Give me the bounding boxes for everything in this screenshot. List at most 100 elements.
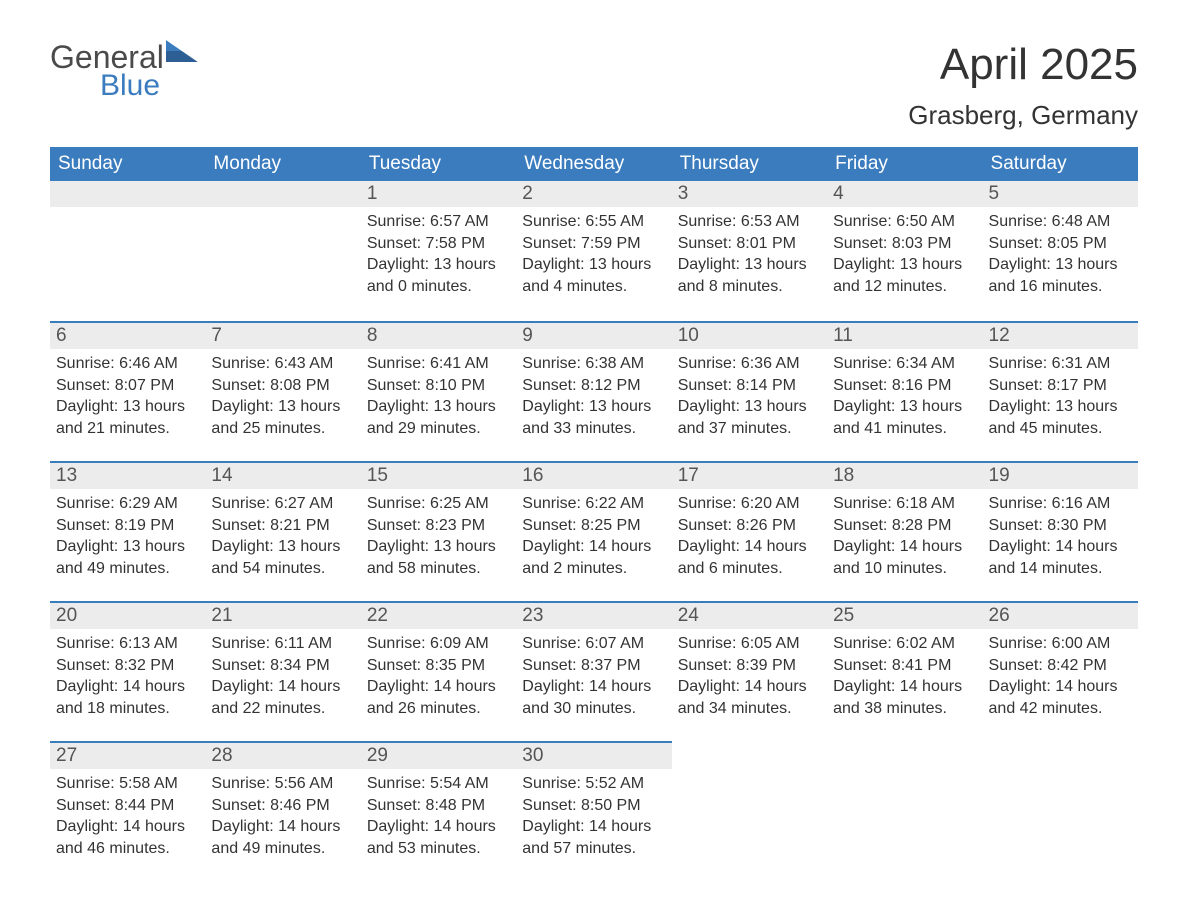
day-details: Sunrise: 5:52 AMSunset: 8:50 PMDaylight:… bbox=[516, 769, 671, 869]
daylight-text: and 41 minutes. bbox=[833, 418, 976, 440]
daylight-text: Daylight: 13 hours bbox=[522, 254, 665, 276]
daylight-text: Daylight: 13 hours bbox=[678, 254, 821, 276]
day-number: 22 bbox=[361, 601, 516, 629]
daylight-text: Daylight: 14 hours bbox=[522, 816, 665, 838]
sunrise-text: Sunrise: 6:29 AM bbox=[56, 493, 199, 515]
daylight-text: and 12 minutes. bbox=[833, 276, 976, 298]
weekday-header: Friday bbox=[827, 147, 982, 181]
sunrise-text: Sunrise: 6:13 AM bbox=[56, 633, 199, 655]
sunrise-text: Sunrise: 6:22 AM bbox=[522, 493, 665, 515]
sunrise-text: Sunrise: 6:55 AM bbox=[522, 211, 665, 233]
sunrise-text: Sunrise: 6:36 AM bbox=[678, 353, 821, 375]
sunset-text: Sunset: 8:48 PM bbox=[367, 795, 510, 817]
sunrise-text: Sunrise: 6:05 AM bbox=[678, 633, 821, 655]
daylight-text: Daylight: 13 hours bbox=[211, 396, 354, 418]
sunrise-text: Sunrise: 5:54 AM bbox=[367, 773, 510, 795]
sunset-text: Sunset: 8:19 PM bbox=[56, 515, 199, 537]
daylight-text: and 58 minutes. bbox=[367, 558, 510, 580]
daylight-text: and 49 minutes. bbox=[56, 558, 199, 580]
sunrise-text: Sunrise: 6:07 AM bbox=[522, 633, 665, 655]
day-number: 18 bbox=[827, 461, 982, 489]
sunset-text: Sunset: 8:23 PM bbox=[367, 515, 510, 537]
day-details: Sunrise: 5:58 AMSunset: 8:44 PMDaylight:… bbox=[50, 769, 205, 869]
sunset-text: Sunset: 8:41 PM bbox=[833, 655, 976, 677]
sunset-text: Sunset: 8:50 PM bbox=[522, 795, 665, 817]
day-number: 28 bbox=[205, 741, 360, 769]
day-details: Sunrise: 5:54 AMSunset: 8:48 PMDaylight:… bbox=[361, 769, 516, 869]
day-number: 27 bbox=[50, 741, 205, 769]
calendar-day-cell: 11Sunrise: 6:34 AMSunset: 8:16 PMDayligh… bbox=[827, 321, 982, 461]
sunrise-text: Sunrise: 6:00 AM bbox=[989, 633, 1132, 655]
calendar-day-cell: 21Sunrise: 6:11 AMSunset: 8:34 PMDayligh… bbox=[205, 601, 360, 741]
day-details: Sunrise: 6:07 AMSunset: 8:37 PMDaylight:… bbox=[516, 629, 671, 729]
daylight-text: and 38 minutes. bbox=[833, 698, 976, 720]
calendar-day-cell: 24Sunrise: 6:05 AMSunset: 8:39 PMDayligh… bbox=[672, 601, 827, 741]
calendar-day-cell: 18Sunrise: 6:18 AMSunset: 8:28 PMDayligh… bbox=[827, 461, 982, 601]
sunset-text: Sunset: 8:16 PM bbox=[833, 375, 976, 397]
day-number: 3 bbox=[672, 181, 827, 207]
daylight-text: and 37 minutes. bbox=[678, 418, 821, 440]
sunrise-text: Sunrise: 6:27 AM bbox=[211, 493, 354, 515]
calendar-day-cell: 22Sunrise: 6:09 AMSunset: 8:35 PMDayligh… bbox=[361, 601, 516, 741]
daylight-text: and 42 minutes. bbox=[989, 698, 1132, 720]
daylight-text: and 46 minutes. bbox=[56, 838, 199, 860]
daylight-text: Daylight: 13 hours bbox=[211, 536, 354, 558]
day-number: 12 bbox=[983, 321, 1138, 349]
sunset-text: Sunset: 8:28 PM bbox=[833, 515, 976, 537]
calendar-table: Sunday Monday Tuesday Wednesday Thursday… bbox=[50, 147, 1138, 881]
sunset-text: Sunset: 8:30 PM bbox=[989, 515, 1132, 537]
calendar-day-cell: 14Sunrise: 6:27 AMSunset: 8:21 PMDayligh… bbox=[205, 461, 360, 601]
day-number: 21 bbox=[205, 601, 360, 629]
daylight-text: Daylight: 14 hours bbox=[522, 536, 665, 558]
sunset-text: Sunset: 8:03 PM bbox=[833, 233, 976, 255]
sunrise-text: Sunrise: 5:56 AM bbox=[211, 773, 354, 795]
calendar-day-cell bbox=[50, 181, 205, 321]
calendar-day-cell: 3Sunrise: 6:53 AMSunset: 8:01 PMDaylight… bbox=[672, 181, 827, 321]
sunset-text: Sunset: 8:12 PM bbox=[522, 375, 665, 397]
day-details: Sunrise: 6:22 AMSunset: 8:25 PMDaylight:… bbox=[516, 489, 671, 589]
day-number: 26 bbox=[983, 601, 1138, 629]
calendar-week-row: 1Sunrise: 6:57 AMSunset: 7:58 PMDaylight… bbox=[50, 181, 1138, 321]
sunrise-text: Sunrise: 6:38 AM bbox=[522, 353, 665, 375]
daylight-text: Daylight: 14 hours bbox=[211, 676, 354, 698]
daylight-text: and 30 minutes. bbox=[522, 698, 665, 720]
daylight-text: Daylight: 14 hours bbox=[56, 676, 199, 698]
daylight-text: Daylight: 13 hours bbox=[367, 254, 510, 276]
calendar-day-cell: 1Sunrise: 6:57 AMSunset: 7:58 PMDaylight… bbox=[361, 181, 516, 321]
daylight-text: and 18 minutes. bbox=[56, 698, 199, 720]
daylight-text: and 29 minutes. bbox=[367, 418, 510, 440]
logo: General Blue bbox=[50, 40, 198, 103]
daylight-text: and 14 minutes. bbox=[989, 558, 1132, 580]
sunrise-text: Sunrise: 6:53 AM bbox=[678, 211, 821, 233]
day-details: Sunrise: 6:41 AMSunset: 8:10 PMDaylight:… bbox=[361, 349, 516, 449]
calendar-week-row: 13Sunrise: 6:29 AMSunset: 8:19 PMDayligh… bbox=[50, 461, 1138, 601]
daylight-text: Daylight: 13 hours bbox=[522, 396, 665, 418]
calendar-day-cell: 30Sunrise: 5:52 AMSunset: 8:50 PMDayligh… bbox=[516, 741, 671, 881]
day-number: 6 bbox=[50, 321, 205, 349]
sunset-text: Sunset: 8:39 PM bbox=[678, 655, 821, 677]
calendar-week-row: 20Sunrise: 6:13 AMSunset: 8:32 PMDayligh… bbox=[50, 601, 1138, 741]
day-number: 19 bbox=[983, 461, 1138, 489]
calendar-day-cell: 2Sunrise: 6:55 AMSunset: 7:59 PMDaylight… bbox=[516, 181, 671, 321]
day-number: 24 bbox=[672, 601, 827, 629]
calendar-day-cell: 7Sunrise: 6:43 AMSunset: 8:08 PMDaylight… bbox=[205, 321, 360, 461]
calendar-day-cell: 17Sunrise: 6:20 AMSunset: 8:26 PMDayligh… bbox=[672, 461, 827, 601]
day-number: 4 bbox=[827, 181, 982, 207]
weekday-header: Thursday bbox=[672, 147, 827, 181]
daylight-text: and 22 minutes. bbox=[211, 698, 354, 720]
sunset-text: Sunset: 7:58 PM bbox=[367, 233, 510, 255]
sunrise-text: Sunrise: 6:18 AM bbox=[833, 493, 976, 515]
daylight-text: Daylight: 14 hours bbox=[678, 536, 821, 558]
sunrise-text: Sunrise: 6:34 AM bbox=[833, 353, 976, 375]
day-number: 30 bbox=[516, 741, 671, 769]
daylight-text: and 10 minutes. bbox=[833, 558, 976, 580]
location-label: Grasberg, Germany bbox=[908, 100, 1138, 131]
day-number: 29 bbox=[361, 741, 516, 769]
day-number: 2 bbox=[516, 181, 671, 207]
calendar-day-cell: 28Sunrise: 5:56 AMSunset: 8:46 PMDayligh… bbox=[205, 741, 360, 881]
day-number: 8 bbox=[361, 321, 516, 349]
day-number: 14 bbox=[205, 461, 360, 489]
day-number: 10 bbox=[672, 321, 827, 349]
day-details: Sunrise: 6:00 AMSunset: 8:42 PMDaylight:… bbox=[983, 629, 1138, 729]
daylight-text: and 16 minutes. bbox=[989, 276, 1132, 298]
